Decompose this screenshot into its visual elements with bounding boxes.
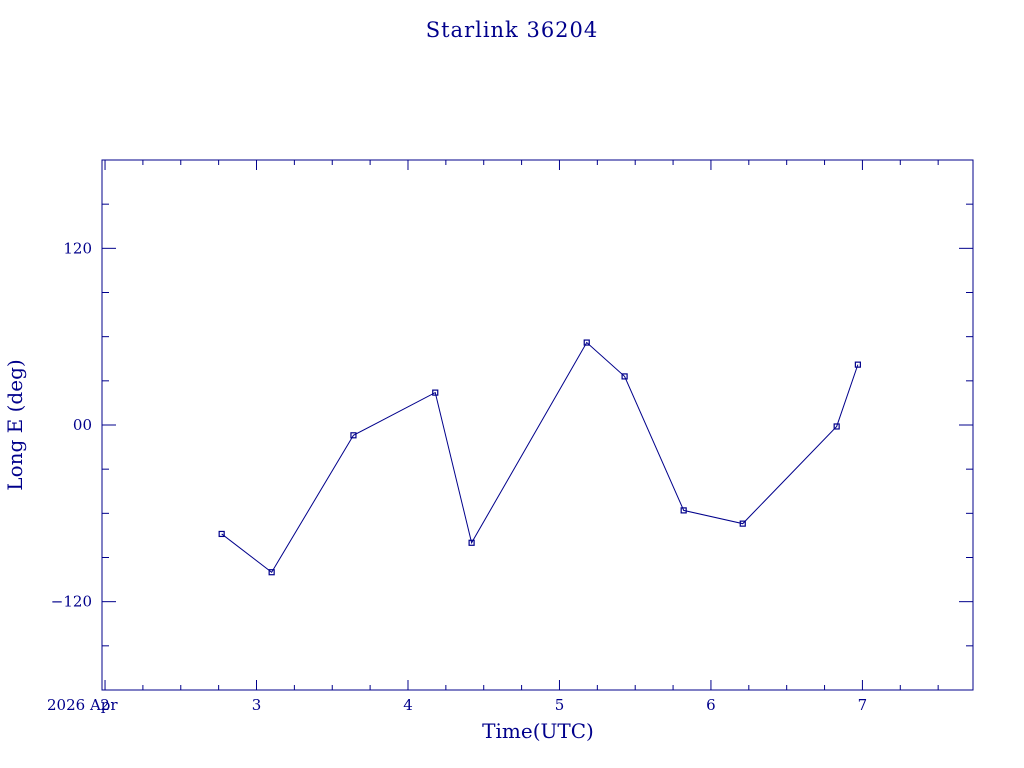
data-point xyxy=(739,520,746,527)
y-axis-label: Long E (deg) xyxy=(3,359,27,490)
axis-ticks xyxy=(102,160,973,690)
x-tick-label: 2 xyxy=(100,696,110,714)
y-tick-label: 120 xyxy=(63,239,92,257)
y-tick-label: −120 xyxy=(51,593,92,611)
data-point xyxy=(680,507,687,514)
data-point xyxy=(268,569,275,576)
tick-labels: 2 3 4 5 6 7 −120 00 120 xyxy=(51,239,867,714)
data-point xyxy=(432,389,439,396)
chart-title: Starlink 36204 xyxy=(426,18,599,42)
data-point xyxy=(854,361,861,368)
data-point xyxy=(218,530,225,538)
data-point xyxy=(833,423,840,430)
data-point xyxy=(621,373,628,380)
x-tick-label: 7 xyxy=(858,696,868,714)
x-tick-label: 5 xyxy=(555,696,565,714)
x-tick-label: 3 xyxy=(252,696,262,714)
data-point xyxy=(468,539,475,546)
x-axis-label: Time(UTC) xyxy=(482,719,594,743)
plot-frame xyxy=(101,159,974,691)
series-layer xyxy=(218,339,861,576)
x-tick-label: 6 xyxy=(706,696,716,714)
y-tick-label: 00 xyxy=(73,416,92,434)
x-tick-label: 4 xyxy=(403,696,413,714)
data-point xyxy=(350,432,357,439)
x-axis-prefix: 2026 Apr xyxy=(47,696,118,714)
series-line xyxy=(221,341,859,573)
data-point xyxy=(583,339,590,346)
